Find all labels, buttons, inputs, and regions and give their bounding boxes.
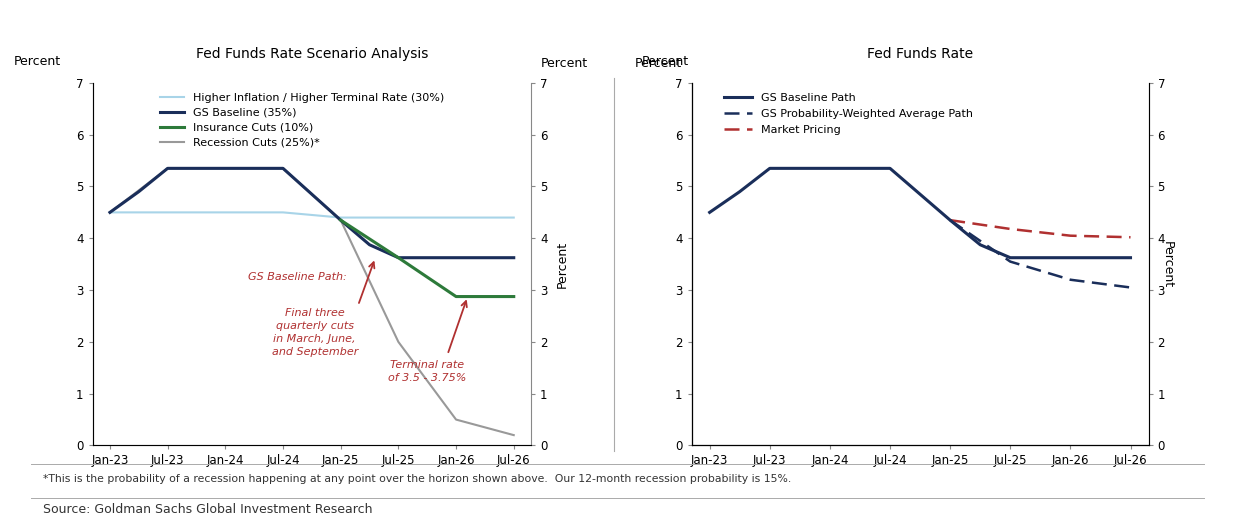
Legend: GS Baseline Path, GS Probability-Weighted Average Path, Market Pricing: GS Baseline Path, GS Probability-Weighte…: [720, 89, 978, 139]
Text: Percent: Percent: [14, 55, 61, 68]
Title: Fed Funds Rate Scenario Analysis: Fed Funds Rate Scenario Analysis: [195, 47, 429, 61]
Legend: Higher Inflation / Higher Terminal Rate (30%), GS Baseline (35%), Insurance Cuts: Higher Inflation / Higher Terminal Rate …: [156, 89, 448, 152]
Y-axis label: Percent: Percent: [556, 241, 569, 287]
Y-axis label: Percent: Percent: [1161, 241, 1173, 287]
Text: Final three
quarterly cuts
in March, June,
and September: Final three quarterly cuts in March, Jun…: [272, 308, 358, 356]
Text: Percent: Percent: [541, 57, 588, 70]
Title: Fed Funds Rate: Fed Funds Rate: [867, 47, 973, 61]
Text: Percent: Percent: [635, 57, 682, 70]
Text: Percent: Percent: [641, 55, 688, 68]
Text: *This is the probability of a recession happening at any point over the horizon : *This is the probability of a recession …: [43, 474, 792, 484]
Text: GS Baseline Path:: GS Baseline Path:: [248, 272, 347, 282]
Text: Source: Goldman Sachs Global Investment Research: Source: Goldman Sachs Global Investment …: [43, 503, 373, 516]
Text: Terminal rate
of 3.5 - 3.75%: Terminal rate of 3.5 - 3.75%: [388, 360, 467, 383]
